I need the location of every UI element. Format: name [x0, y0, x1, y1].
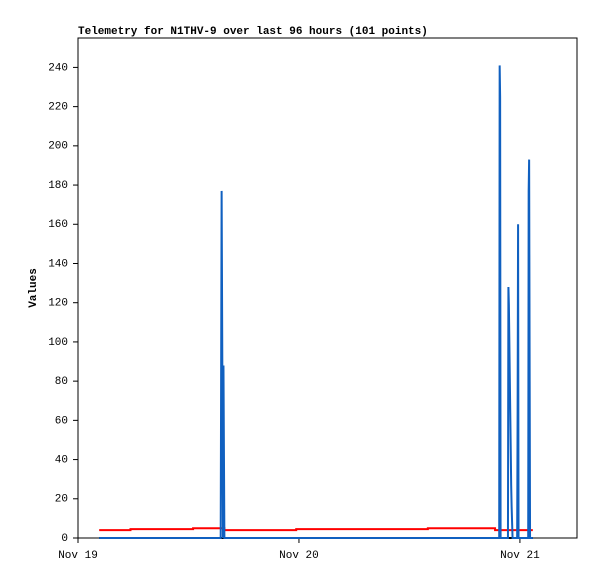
chart-title: Telemetry for N1THV-9 over last 96 hours… [78, 26, 428, 38]
x-tick-label: Nov 21 [500, 550, 540, 562]
y-tick-label: 240 [48, 62, 68, 74]
y-tick-label: 200 [48, 141, 68, 153]
series-line [99, 65, 533, 539]
y-tick-label: 100 [48, 337, 68, 349]
series-line [99, 527, 533, 532]
y-axis-label: Values [28, 268, 40, 308]
y-tick-label: 80 [55, 376, 68, 388]
x-tick-label: Nov 20 [279, 550, 319, 562]
x-tick-label: Nov 19 [58, 550, 98, 562]
y-tick-label: 60 [55, 415, 68, 427]
y-tick-label: 20 [55, 494, 68, 506]
y-tick-label: 0 [61, 533, 68, 545]
y-tick-label: 40 [55, 454, 68, 466]
y-tick-label: 140 [48, 258, 68, 270]
y-tick-label: 160 [48, 219, 68, 231]
y-tick-label: 180 [48, 180, 68, 192]
y-tick-label: 220 [48, 102, 68, 114]
y-tick-label: 120 [48, 298, 68, 310]
